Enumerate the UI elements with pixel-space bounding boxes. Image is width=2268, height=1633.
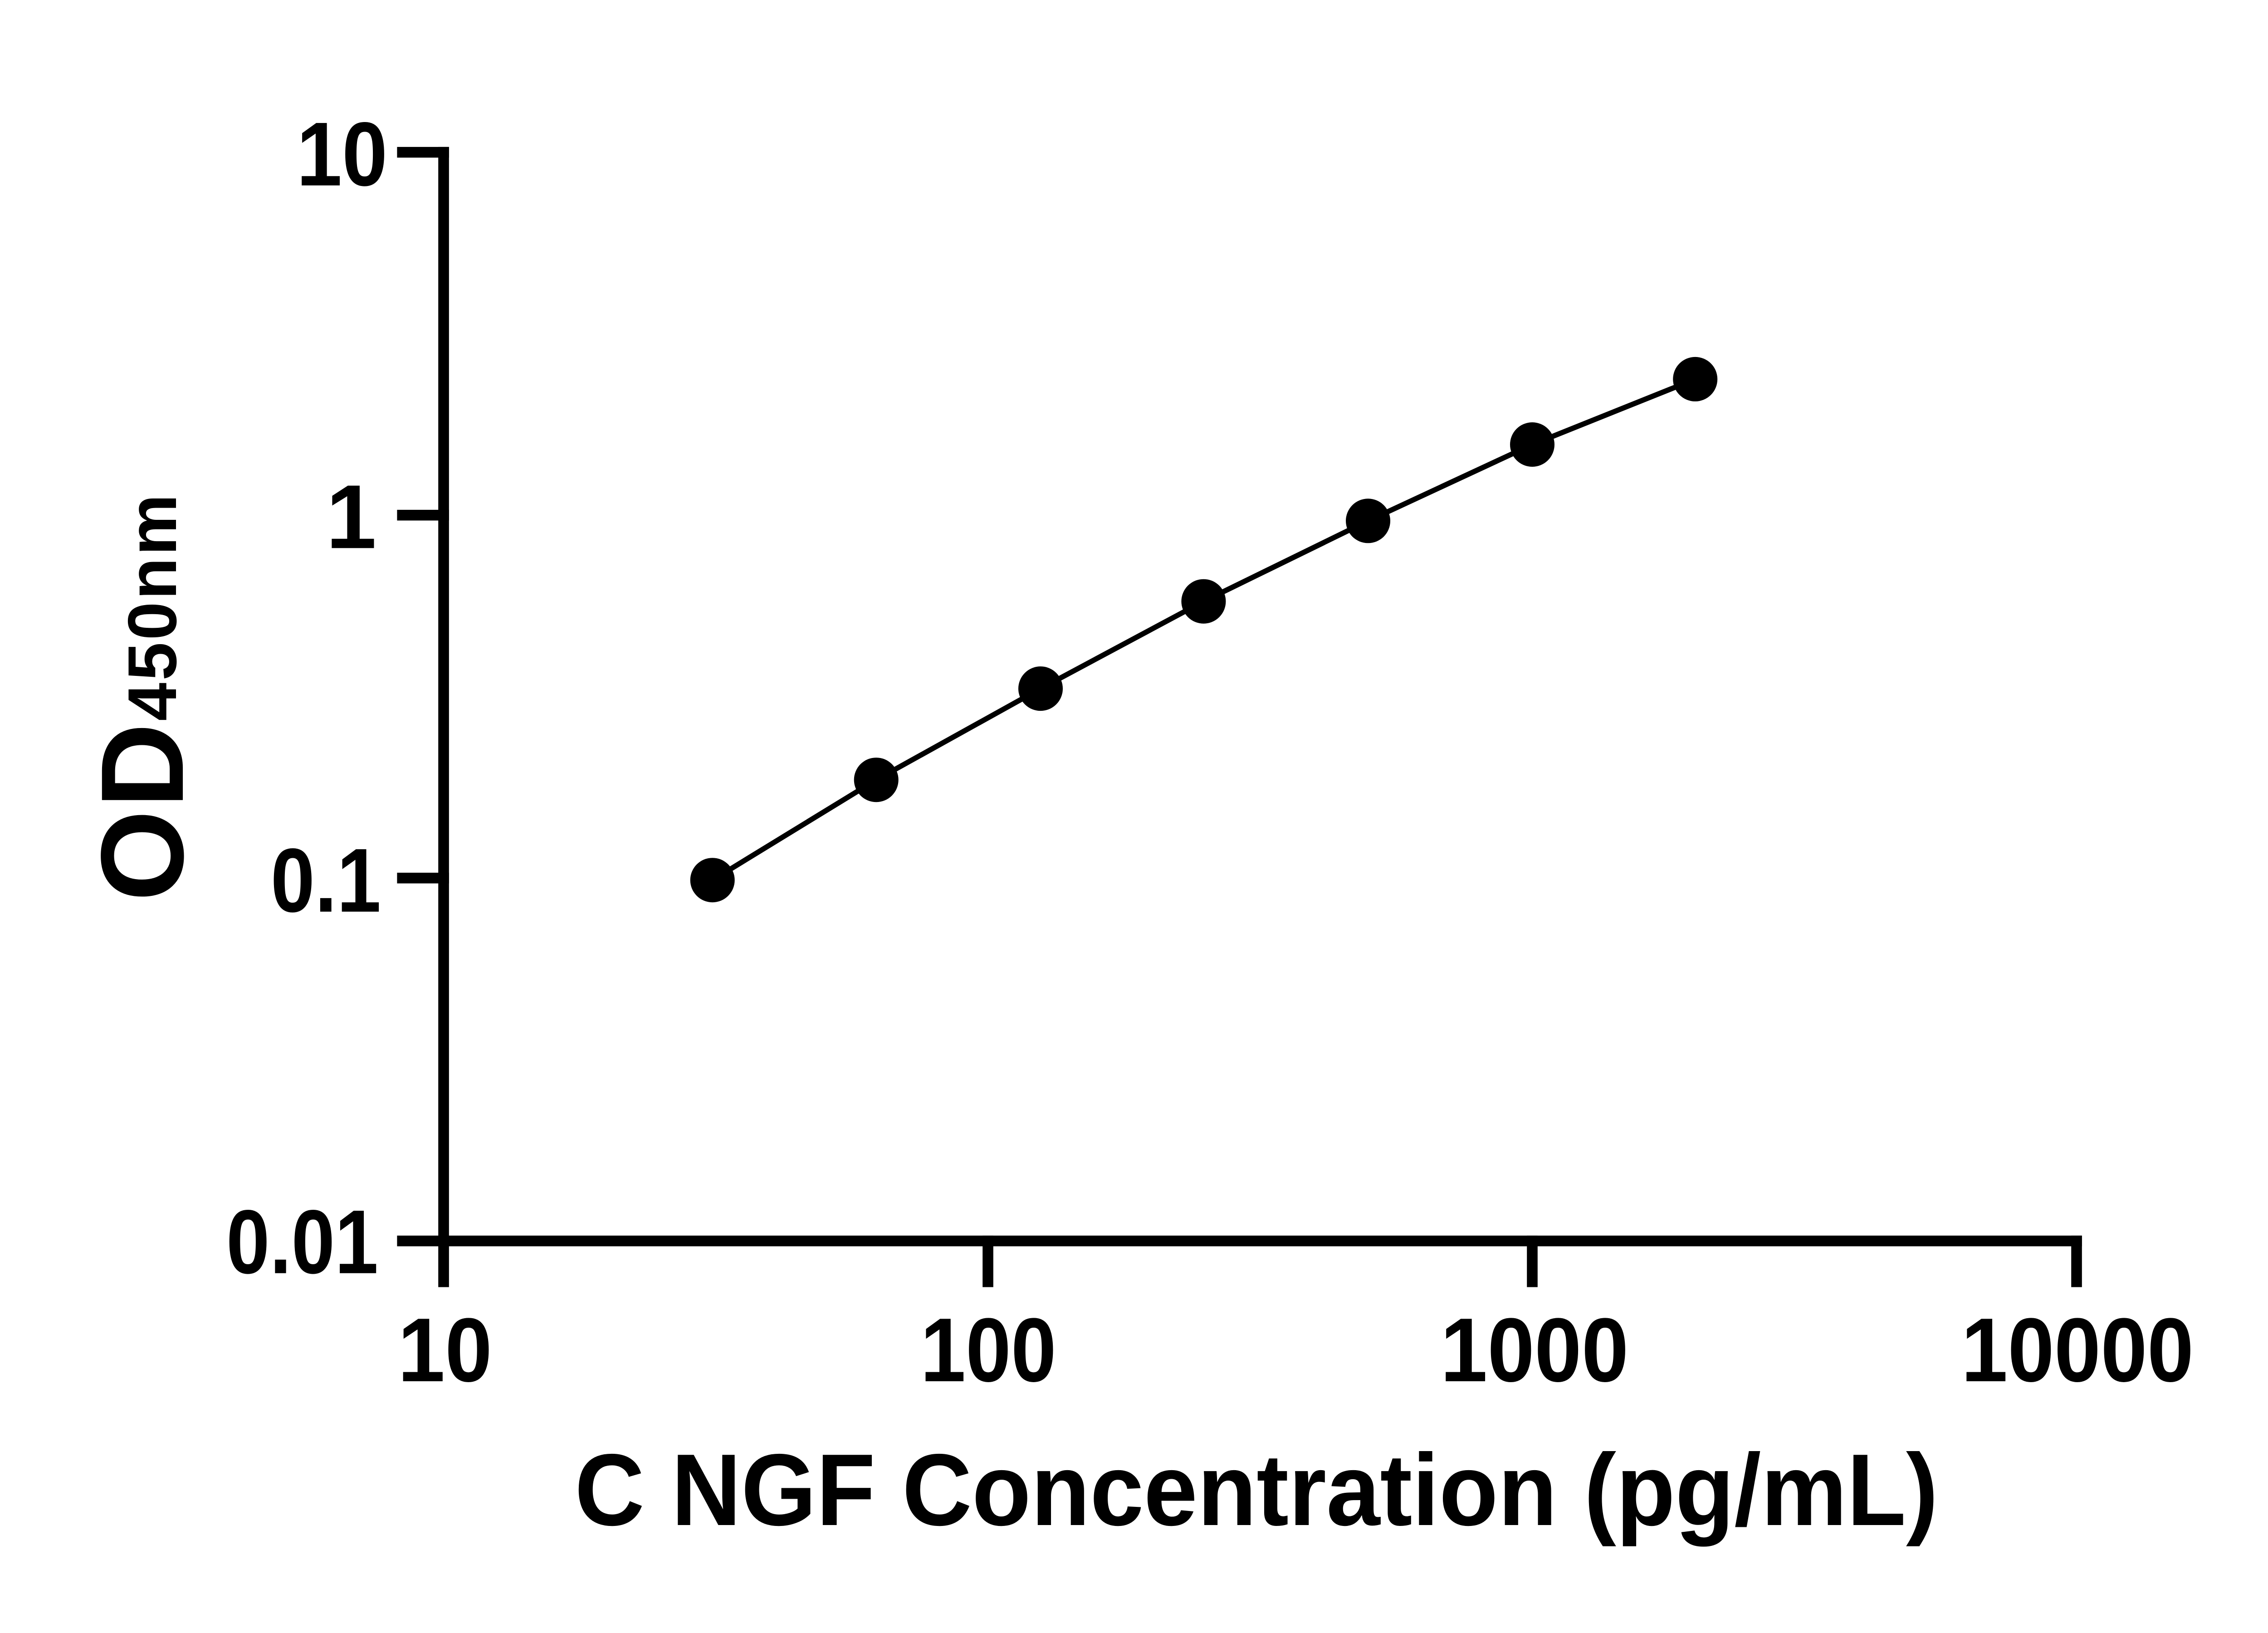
svg-text:0.1: 0.1 xyxy=(271,830,381,931)
svg-text:10: 10 xyxy=(297,104,388,205)
svg-text:C NGF Concentration (pg/mL): C NGF Concentration (pg/mL) xyxy=(575,1433,1938,1547)
svg-text:1000: 1000 xyxy=(1441,1300,1629,1401)
svg-text:10000: 10000 xyxy=(1961,1300,2194,1401)
svg-text:10: 10 xyxy=(398,1300,492,1401)
svg-text:1: 1 xyxy=(326,466,376,567)
svg-text:0.01: 0.01 xyxy=(226,1192,378,1293)
svg-text:100: 100 xyxy=(920,1300,1056,1401)
